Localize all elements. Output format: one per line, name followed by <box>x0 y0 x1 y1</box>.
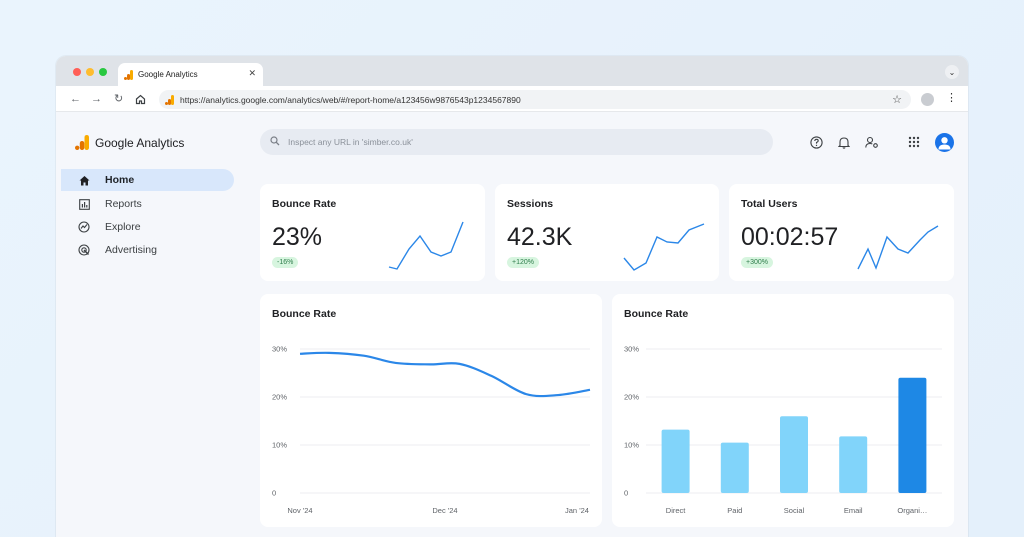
metric-title: Total Users <box>741 198 798 210</box>
back-arrow-icon[interactable]: ← <box>70 93 81 105</box>
metric-change-badge: +300% <box>741 257 773 268</box>
x-tick-label: Nov '24 <box>287 506 312 515</box>
y-tick-label: 20% <box>624 393 639 402</box>
metric-value: 23% <box>272 223 323 251</box>
advertising-icon <box>77 244 91 256</box>
user-avatar[interactable] <box>935 133 954 152</box>
y-tick-label: 0 <box>624 489 628 498</box>
metric-change-badge: -16% <box>272 257 299 268</box>
brand-name: Google Analytics <box>95 135 185 150</box>
x-tick-label: Organi… <box>897 506 927 515</box>
x-tick-label: Dec '24 <box>432 506 457 515</box>
y-tick-label: 30% <box>272 345 287 354</box>
address-bar[interactable]: https://analytics.google.com/analytics/w… <box>159 90 911 109</box>
url-text: https://analytics.google.com/analytics/w… <box>180 94 521 105</box>
browser-menu-icon[interactable]: ⋮ <box>946 92 957 104</box>
line-chart-card: Bounce Rate 30% 20% 10% 0 Nov '24 Dec '24 Jan … <box>260 294 602 527</box>
close-tab-icon[interactable]: ✕ <box>248 68 256 78</box>
home-icon <box>77 175 91 186</box>
sidebar-item-label: Reports <box>105 198 142 210</box>
sidebar-item-explore[interactable]: Explore <box>61 216 234 238</box>
bar <box>898 377 927 493</box>
metric-title: Bounce Rate <box>272 198 337 210</box>
sidebar-item-label: Advertising <box>105 244 157 256</box>
x-tick-label: Email <box>844 506 863 515</box>
sparkline <box>388 221 464 270</box>
close-window-button[interactable] <box>73 68 81 76</box>
home-browser-icon[interactable] <box>135 94 146 105</box>
x-tick-label: Paid <box>727 506 742 515</box>
google-analytics-icon <box>124 69 133 80</box>
browser-toolbar: ← → ↻ https://analytics.google.com/analy… <box>56 86 968 112</box>
x-tick-label: Social <box>784 506 805 515</box>
help-icon[interactable] <box>809 135 823 149</box>
tab-search-chevron-down-icon[interactable]: ⌄ <box>945 65 959 79</box>
bar <box>720 442 749 493</box>
chart-title: Bounce Rate <box>624 308 689 320</box>
chart-title: Bounce Rate <box>272 308 337 320</box>
sidebar-item-label: Home <box>105 174 135 186</box>
search-input[interactable]: Inspect any URL in 'simber.co.uk' <box>260 129 773 155</box>
bar <box>839 436 868 493</box>
reload-icon[interactable]: ↻ <box>114 93 124 105</box>
metric-value: 42.3K <box>507 223 573 251</box>
metric-value: 00:02:57 <box>741 223 839 251</box>
y-tick-label: 0 <box>272 489 276 498</box>
x-tick-label: Jan '24 <box>565 506 589 515</box>
sparkline <box>623 223 705 271</box>
reports-icon <box>77 198 91 210</box>
analytics-app: Google Analytics Home Reports Explore <box>56 112 968 537</box>
tab-title: Google Analytics <box>138 70 198 79</box>
x-tick-label: Direct <box>666 506 687 515</box>
y-tick-label: 10% <box>624 441 639 450</box>
metric-card-bounce-rate[interactable]: Bounce Rate 23% -16% <box>260 184 485 281</box>
browser-profile-avatar[interactable] <box>921 93 934 106</box>
google-analytics-logo-icon <box>75 135 89 150</box>
browser-window: Google Analytics ✕ ⌄ ← → ↻ https://analy… <box>56 56 968 537</box>
sidebar-item-label: Explore <box>105 221 141 233</box>
search-icon <box>270 135 280 149</box>
account-settings-icon[interactable] <box>865 135 879 149</box>
sparkline <box>857 225 939 270</box>
y-tick-label: 10% <box>272 441 287 450</box>
sidebar-item-home[interactable]: Home <box>61 169 234 191</box>
sidebar-item-reports[interactable]: Reports <box>61 193 234 215</box>
brand[interactable]: Google Analytics <box>75 135 184 150</box>
search-placeholder: Inspect any URL in 'simber.co.uk' <box>288 137 413 147</box>
line-chart: 30% 20% 10% 0 Nov '24 Dec '24 Jan '24 <box>272 345 591 515</box>
bar <box>661 429 690 493</box>
sidebar-item-advertising[interactable]: Advertising <box>61 239 234 261</box>
y-tick-label: 30% <box>624 345 639 354</box>
metric-title: Sessions <box>507 198 554 210</box>
bar-chart-card: Bounce Rate 30% 20% 10% 0 Direct Paid Social Em… <box>612 294 954 527</box>
minimize-window-button[interactable] <box>86 68 94 76</box>
bookmark-star-icon[interactable]: ☆ <box>892 94 902 106</box>
metric-card-total-users[interactable]: Total Users 00:02:57 +300% <box>729 184 954 281</box>
google-analytics-favicon-icon <box>165 94 174 105</box>
bar <box>780 416 808 493</box>
explore-icon <box>77 221 91 233</box>
forward-arrow-icon[interactable]: → <box>91 93 102 105</box>
browser-tab[interactable]: Google Analytics ✕ <box>118 63 263 86</box>
sidebar: Google Analytics Home Reports Explore <box>56 112 246 537</box>
apps-grid-icon[interactable] <box>907 135 921 149</box>
series-line <box>299 351 591 398</box>
y-tick-label: 20% <box>272 393 287 402</box>
tab-bar: Google Analytics ✕ ⌄ <box>56 56 968 86</box>
metric-card-sessions[interactable]: Sessions 42.3K +120% <box>495 184 719 281</box>
notifications-bell-icon[interactable] <box>837 135 851 149</box>
bar-chart: 30% 20% 10% 0 Direct Paid Social Email Organi… <box>624 345 942 515</box>
maximize-window-button[interactable] <box>99 68 107 76</box>
metric-change-badge: +120% <box>507 257 539 268</box>
